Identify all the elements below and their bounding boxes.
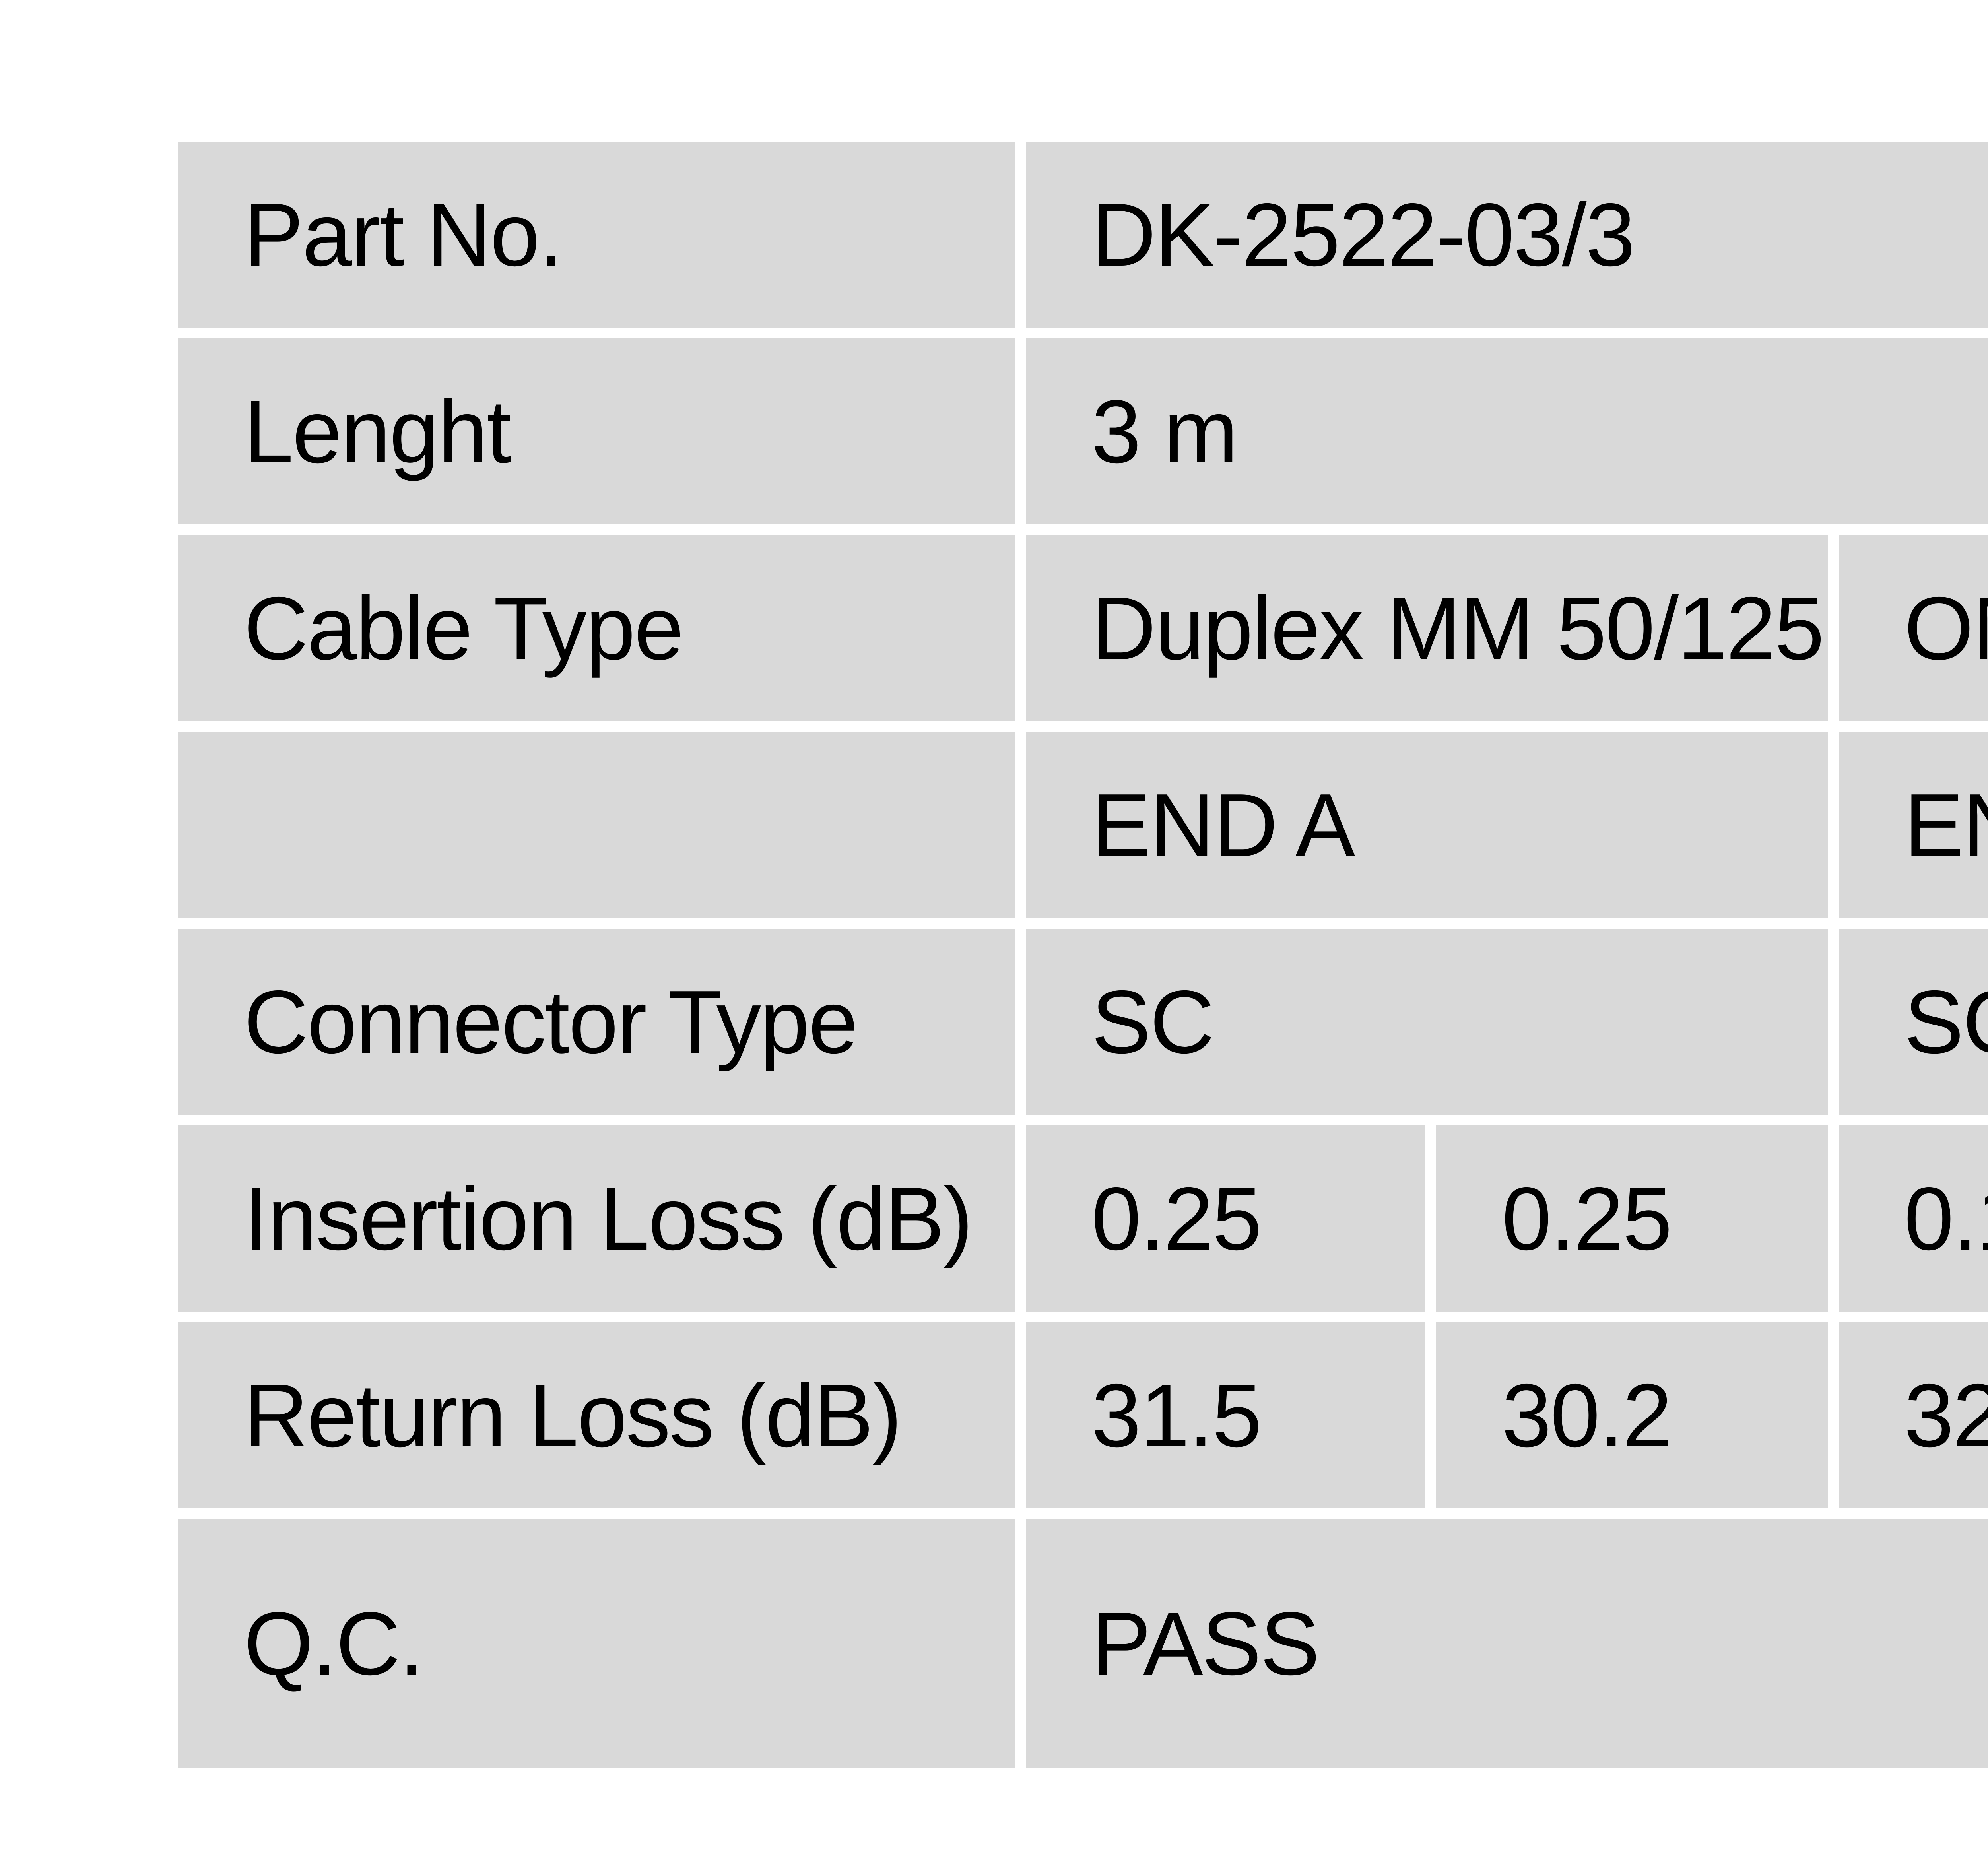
spec-table: Part No. DK-2522-03/3 Lenght 3 m Cable Type D… [178,142,1988,1768]
value-cell: DK-2522-03/3 [1026,142,1988,328]
value-cell: 30.2 [1436,1322,1828,1508]
value-cell: Duplex MM 50/125 [1026,535,1828,721]
row-label-cell: Lenght [178,338,1015,524]
row-label-cell: Return Loss (dB) [178,1322,1015,1508]
value-cell: 31.5 [1026,1322,1425,1508]
value-cell: OM3 LSZH [1839,535,1988,721]
row-label-cell: Part No. [178,142,1015,328]
row-label-cell: Q.C. [178,1519,1015,1768]
row-label-cell: Connector Type [178,929,1015,1115]
value-cell: END B [1839,732,1988,918]
value-cell: 32.7 [1839,1322,1988,1508]
row-label-cell: Cable Type [178,535,1015,721]
value-cell: 0.25 [1026,1125,1425,1312]
value-cell: 0.12 [1839,1125,1988,1312]
value-cell: 3 m [1026,338,1988,524]
value-cell: PASS [1026,1519,1988,1768]
value-cell: END A [1026,732,1828,918]
value-cell: SC [1026,929,1828,1115]
value-cell: 0.25 [1436,1125,1828,1312]
row-label-cell: Insertion Loss (dB) [178,1125,1015,1312]
row-label-cell [178,732,1015,918]
value-cell: SC [1839,929,1988,1115]
